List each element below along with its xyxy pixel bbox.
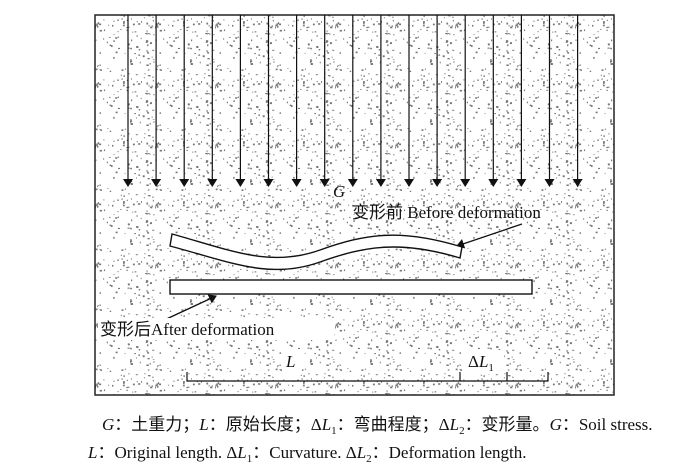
caption-part: ：土重力； (114, 415, 199, 434)
caption-part: L (321, 415, 331, 434)
caption-part: G (550, 415, 562, 434)
caption-part: 1 (247, 453, 253, 465)
delta-symbol: Δ (468, 352, 479, 371)
delta-sub: 1 (488, 362, 494, 374)
delta-label: ΔL1 (468, 352, 494, 374)
caption-line: G：土重力；L：原始长度；ΔL1：弯曲程度；ΔL2：变形量。G：Soil str… (102, 415, 653, 437)
before-arrow (456, 223, 523, 249)
straight-pipe (169, 279, 533, 295)
after-label: 变形后After deformation (100, 320, 275, 339)
load-arrows (123, 15, 583, 187)
force-label: G (333, 182, 345, 201)
caption-part: L (356, 443, 366, 462)
caption-part: ：Deformation length. (372, 443, 527, 462)
caption-part: ：Soil stress. (562, 415, 653, 434)
caption-part: ：原始长度；Δ (209, 415, 322, 434)
caption-line: L：Original length. ΔL1：Curvature. ΔL2：De… (87, 443, 527, 465)
caption-part: 2 (366, 453, 372, 465)
dimension-lines (186, 372, 549, 382)
caption-part: L (198, 415, 208, 434)
label-bg (98, 318, 334, 340)
caption-part: L (236, 443, 246, 462)
before-label: 变形前 Before deformation (352, 203, 541, 222)
caption-part: 1 (331, 425, 337, 437)
caption-part: L (449, 415, 459, 434)
label-bg (282, 350, 302, 372)
caption-part: 2 (459, 425, 465, 437)
caption-part: G (102, 415, 114, 434)
label-bg (466, 350, 504, 374)
caption-part: ：Original length. Δ (97, 443, 237, 462)
after-arrow (159, 294, 217, 323)
caption-part: ：弯曲程度；Δ (337, 415, 450, 434)
length-label: L (285, 352, 295, 371)
caption-part: ：变形量。 (465, 415, 550, 434)
caption-part: ：Curvature. Δ (252, 443, 356, 462)
bent-pipe (169, 233, 463, 271)
delta-var: L (478, 352, 488, 371)
caption-part: L (87, 443, 97, 462)
